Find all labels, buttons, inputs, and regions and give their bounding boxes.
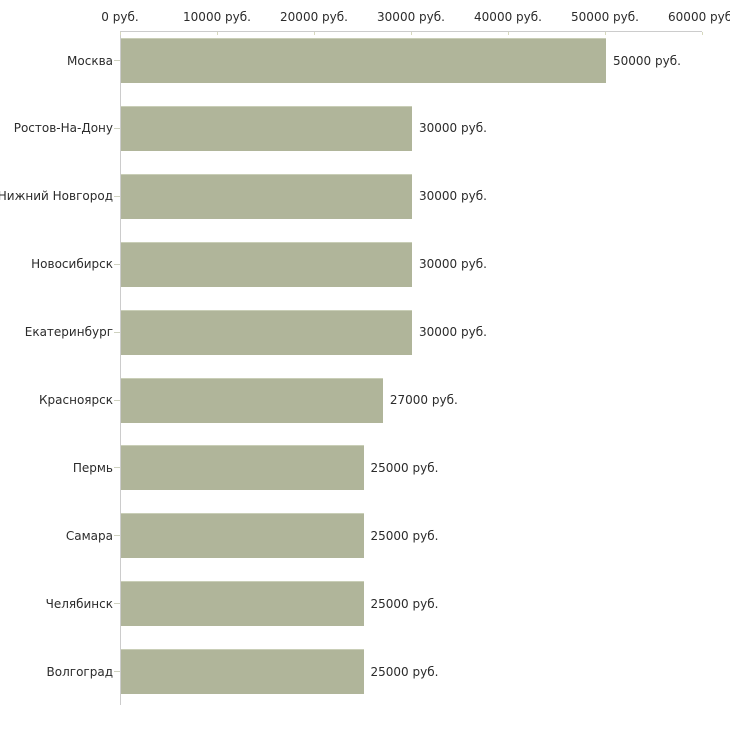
value-label: 25000 руб.: [370, 460, 439, 475]
value-label: 30000 руб.: [419, 189, 487, 204]
x-tick-mark: [314, 32, 315, 35]
category-label: Новосибирск: [31, 257, 113, 272]
bar: [121, 105, 412, 151]
category-label: Волгоград: [46, 664, 113, 679]
x-tick-mark: [605, 32, 606, 35]
y-axis-line: [120, 31, 121, 705]
x-tick-mark: [508, 32, 509, 35]
category-label: Нижний Новгород: [0, 189, 113, 204]
x-tick-label: 50000 руб.: [571, 10, 639, 24]
category-tick-mark: [114, 331, 120, 333]
bar: [121, 38, 606, 83]
bar-row: Екатеринбург 30000 руб.: [0, 303, 730, 371]
x-axis-line: [120, 31, 702, 32]
x-tick-label: 40000 руб.: [474, 10, 542, 24]
value-label: 50000 руб.: [613, 53, 681, 68]
x-tick-label: 0 руб.: [101, 10, 139, 24]
category-label: Челябинск: [45, 596, 113, 611]
category-label: Москва: [67, 53, 113, 68]
x-tick-label: 60000 руб.: [668, 10, 730, 24]
x-tick-mark: [217, 32, 218, 35]
x-tick-mark: [411, 32, 412, 35]
bar-row: Нижний Новгород 30000 руб.: [0, 167, 730, 235]
bar: [121, 513, 364, 559]
category-label: Красноярск: [39, 393, 113, 407]
bar: [121, 241, 412, 287]
category-label: Екатеринбург: [24, 325, 113, 340]
bar-row: Новосибирск 30000 руб.: [0, 235, 730, 303]
bar: [121, 649, 364, 695]
value-label: 27000 руб.: [389, 393, 458, 407]
x-tick-label: 30000 руб.: [377, 10, 445, 24]
category-label: Пермь: [72, 460, 113, 475]
bar: [121, 581, 364, 627]
bar: [121, 173, 412, 219]
category-tick-mark: [114, 399, 120, 401]
x-tick-label: 10000 руб.: [183, 10, 251, 24]
x-tick-mark: [120, 32, 121, 35]
bar-row: Волгоград 25000 руб.: [0, 642, 730, 710]
category-tick-mark: [114, 127, 120, 129]
bar-row: Самара 25000 руб.: [0, 506, 730, 574]
value-label: 30000 руб.: [419, 121, 487, 136]
category-tick-mark: [114, 60, 120, 61]
value-label: 25000 руб.: [370, 664, 439, 679]
category-tick-mark: [114, 535, 120, 537]
bar-row: Москва 50000 руб.: [0, 31, 730, 99]
x-tick-mark: [702, 32, 703, 35]
bar-row: Красноярск 27000 руб.: [0, 371, 730, 439]
bar-row: Челябинск 25000 руб.: [0, 574, 730, 642]
category-label: Ростов-На-Дону: [13, 121, 113, 136]
category-tick-mark: [114, 263, 120, 265]
bar-row: Ростов-На-Дону 30000 руб.: [0, 99, 730, 167]
category-label: Самара: [65, 528, 113, 543]
value-label: 30000 руб.: [419, 325, 487, 340]
bar: [121, 445, 364, 491]
x-tick-label: 20000 руб.: [280, 10, 348, 24]
bar: [121, 377, 383, 423]
value-label: 25000 руб.: [370, 528, 439, 543]
value-label: 30000 руб.: [419, 257, 487, 272]
category-tick-mark: [114, 195, 120, 197]
bar-row: Пермь 25000 руб.: [0, 438, 730, 506]
category-tick-mark: [114, 671, 120, 673]
bar: [121, 309, 412, 355]
category-tick-mark: [114, 603, 120, 605]
value-label: 25000 руб.: [370, 596, 439, 611]
category-tick-mark: [114, 467, 120, 469]
